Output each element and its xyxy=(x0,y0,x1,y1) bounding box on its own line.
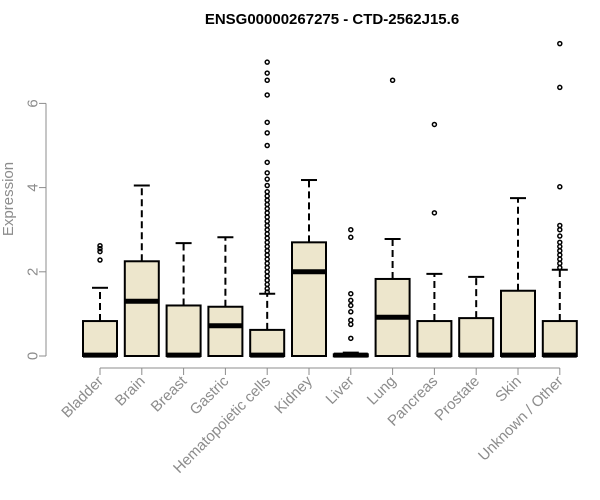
outlier-point xyxy=(264,189,270,195)
x-tick-label: Kidney xyxy=(271,372,316,417)
outlier-point xyxy=(264,277,270,283)
outlier-point xyxy=(557,184,563,190)
outlier-point xyxy=(97,248,103,255)
outlier-point xyxy=(348,226,354,233)
outlier-point xyxy=(264,222,270,229)
outlier-point xyxy=(264,205,270,212)
outlier-point xyxy=(348,290,354,297)
outlier-point xyxy=(557,40,563,47)
outlier-point xyxy=(264,182,270,189)
outlier-point xyxy=(264,142,270,149)
outlier-point xyxy=(557,256,563,262)
x-tick-label: Breast xyxy=(148,372,191,415)
outlier-point xyxy=(264,193,270,199)
box xyxy=(207,305,244,358)
outlier-point xyxy=(97,242,103,249)
box xyxy=(541,320,578,358)
box xyxy=(123,260,160,357)
outlier-point xyxy=(264,119,270,126)
x-tick-label: Prostate xyxy=(431,373,483,425)
box xyxy=(416,320,453,358)
outlier-point xyxy=(264,226,270,233)
outlier-point xyxy=(348,302,354,309)
box xyxy=(82,320,118,358)
y-tick-label: 0 xyxy=(25,352,42,360)
outlier-point xyxy=(264,77,270,83)
outlier-point xyxy=(264,273,270,279)
box xyxy=(249,328,286,358)
box xyxy=(291,241,327,357)
y-axis-label: Expression xyxy=(0,162,17,236)
outlier-point xyxy=(557,252,563,258)
outlier-point xyxy=(97,257,103,263)
x-tick-label: Lung xyxy=(364,373,400,409)
outlier-point xyxy=(557,233,563,239)
outlier-point xyxy=(348,317,354,323)
chart-title: ENSG00000267275 - CTD-2562J15.6 xyxy=(205,11,459,28)
outlier-point xyxy=(264,239,270,246)
outlier-point xyxy=(264,176,270,182)
outlier-point xyxy=(348,234,354,241)
outlier-point xyxy=(389,77,396,83)
outlier-point xyxy=(264,210,270,216)
outlier-point xyxy=(264,170,270,176)
box xyxy=(458,317,495,357)
outlier-point xyxy=(348,297,354,304)
outlier-point xyxy=(264,252,270,258)
outlier-point xyxy=(264,70,270,76)
outlier-point xyxy=(557,222,563,229)
outlier-point xyxy=(557,264,563,271)
outlier-point xyxy=(264,260,270,267)
outlier-point xyxy=(557,84,563,91)
outlier-point xyxy=(264,130,270,136)
outlier-point xyxy=(431,210,438,216)
outlier-point xyxy=(348,335,354,342)
outlier-point xyxy=(348,309,354,315)
outlier-point xyxy=(264,248,270,254)
outlier-point xyxy=(557,243,563,250)
outlier-point xyxy=(557,248,563,254)
x-tick-label: Skin xyxy=(492,373,525,406)
outlier-point xyxy=(264,92,270,98)
x-tick-label: Brain xyxy=(112,373,149,410)
outlier-point xyxy=(264,231,270,237)
outlier-point xyxy=(97,245,103,252)
y-tick-label: 2 xyxy=(25,268,42,276)
box xyxy=(165,304,202,358)
outlier-point xyxy=(557,239,563,246)
outlier-point xyxy=(264,256,270,262)
x-tick-label: Bladder xyxy=(58,373,107,422)
outlier-point xyxy=(557,226,563,233)
outlier-point xyxy=(264,281,270,288)
outlier-point xyxy=(264,197,270,203)
outlier-point xyxy=(264,218,270,225)
y-tick-label: 4 xyxy=(25,183,42,191)
outlier-point xyxy=(264,159,270,166)
y-tick-label: 6 xyxy=(25,99,42,107)
outlier-point xyxy=(264,235,270,241)
outlier-point xyxy=(264,243,270,250)
outlier-point xyxy=(264,269,270,275)
outlier-point xyxy=(557,260,563,267)
outlier-point xyxy=(348,321,354,328)
box xyxy=(500,289,536,357)
outlier-point xyxy=(431,121,438,128)
outlier-point xyxy=(264,201,270,208)
outlier-point xyxy=(264,264,270,271)
outlier-point xyxy=(264,214,270,220)
outlier-point xyxy=(264,59,270,65)
x-tick-label: Liver xyxy=(323,373,358,408)
outlier-point xyxy=(264,285,270,292)
